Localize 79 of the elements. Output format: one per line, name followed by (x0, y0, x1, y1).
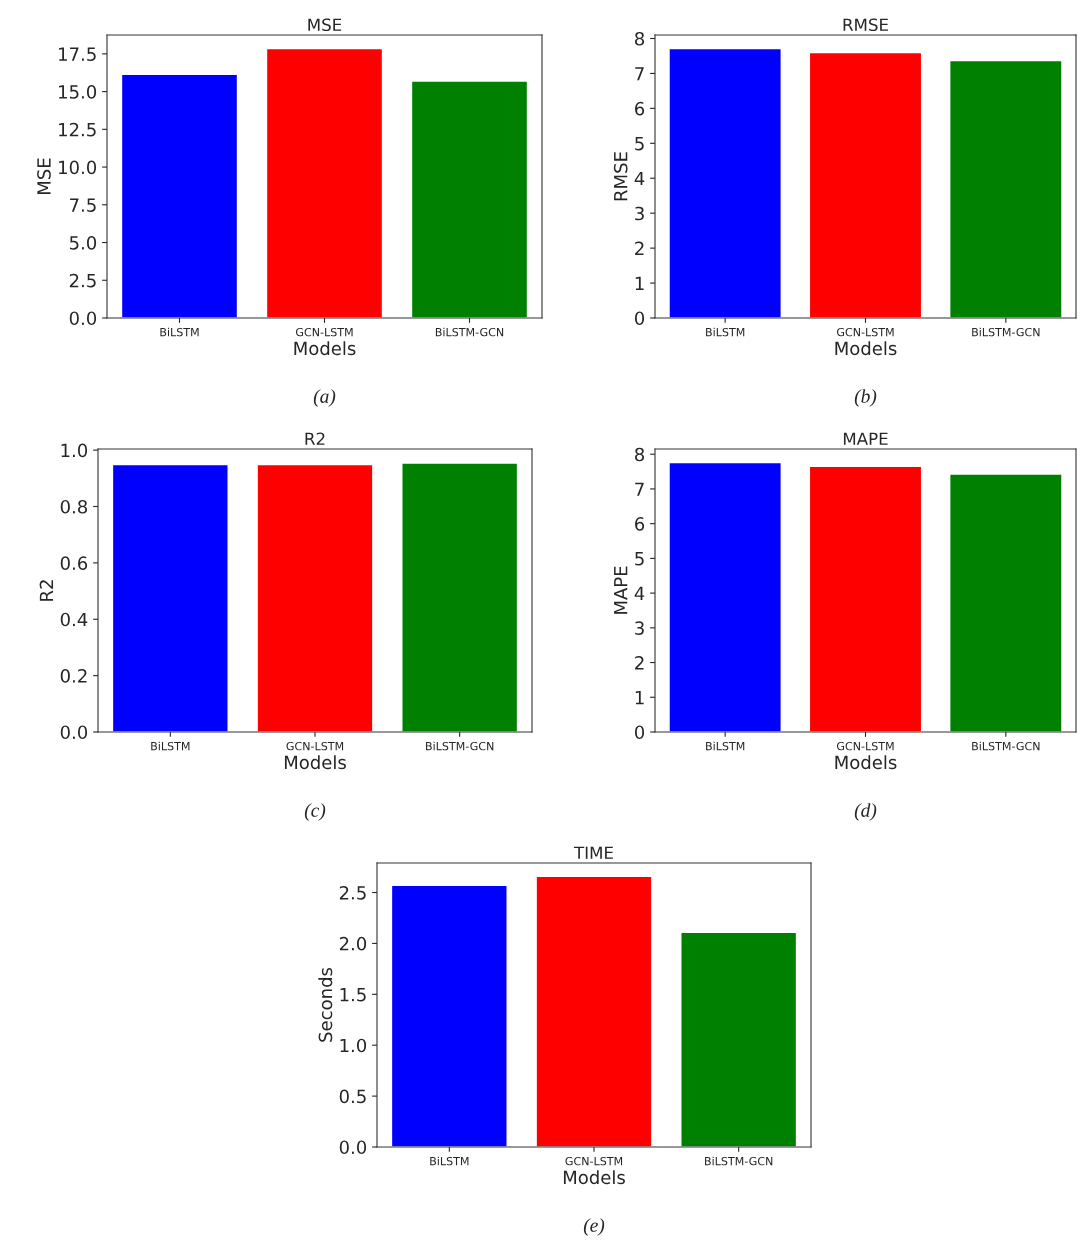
x-axis-title: Models (284, 755, 346, 770)
y-tick-label: 0.0 (60, 725, 88, 740)
y-tick-label: 5.0 (69, 235, 97, 250)
y-tick-label: 2 (635, 656, 644, 670)
y-tick-label: 2.5 (69, 273, 96, 288)
y-tick-label: 10.0 (59, 160, 97, 175)
y-tick-label: 0.0 (339, 1140, 367, 1155)
y-tick-label: 1.5 (340, 988, 366, 1002)
x-tick-label: BiLSTM-GCN (435, 327, 504, 337)
chart-title: MAPE (843, 432, 888, 445)
y-tick-label: 7 (635, 67, 644, 81)
x-axis-title: Models (294, 341, 356, 356)
y-tick-label: 7 (635, 482, 644, 496)
y-tick-label: 7.5 (70, 198, 96, 212)
y-tick-label: 3 (635, 206, 644, 221)
x-tick-label: BiLSTM (151, 741, 190, 751)
x-axis-title: Models (835, 341, 897, 356)
y-axis-title: MAPE (614, 566, 628, 614)
bar (668, 47, 782, 318)
x-tick-label: BiLSTM (430, 1156, 469, 1166)
y-tick-label: 8 (635, 31, 645, 46)
bar (535, 875, 653, 1147)
y-tick-label: 0 (634, 311, 645, 326)
y-tick-label: 2.5 (339, 885, 366, 900)
y-tick-label: 0.8 (60, 499, 88, 514)
x-axis-title: Models (563, 1170, 625, 1185)
chart-title: TIME (573, 846, 613, 859)
bar (808, 51, 923, 318)
bar (390, 884, 508, 1147)
x-tick-label: BiLSTM (160, 327, 199, 337)
y-tick-label: 8 (635, 447, 645, 462)
y-tick-label: 6 (635, 101, 645, 116)
y-axis-title: Seconds (318, 967, 333, 1042)
y-axis-title: MSE (37, 158, 51, 194)
text: (a) (313, 389, 336, 407)
y-tick-label: 12.5 (59, 122, 96, 137)
chart-title: MSE (308, 18, 342, 32)
y-tick-label: 0.4 (60, 612, 88, 627)
y-axis-title: R2 (39, 580, 54, 601)
x-tick-label: GCN-LSTM (565, 1156, 623, 1166)
y-tick-label: 0.0 (69, 311, 97, 326)
y-tick-label: 3 (635, 621, 644, 635)
x-tick-label: GCN-LSTM (836, 741, 894, 751)
y-tick-label: 0 (634, 725, 645, 740)
text: (d) (854, 803, 877, 821)
y-tick-label: 15.0 (59, 85, 97, 99)
x-tick-label: BiLSTM-GCN (972, 741, 1040, 751)
y-tick-label: 1 (635, 690, 644, 705)
y-tick-label: 1.0 (340, 1038, 367, 1053)
y-tick-label: 5 (635, 137, 644, 151)
x-tick-label: GCN-LSTM (286, 741, 344, 751)
x-tick-label: BiLSTM-GCN (972, 327, 1040, 337)
x-tick-label: GCN-LSTM (295, 327, 353, 337)
y-axis-title: RMSE (613, 152, 628, 201)
y-tick-label: 1 (635, 276, 644, 290)
text: (c) (304, 803, 326, 821)
x-tick-label: BiLSTM (706, 741, 745, 751)
x-tick-label: BiLSTM (706, 327, 745, 337)
bar (680, 931, 798, 1147)
bar (949, 59, 1063, 318)
y-tick-label: 6 (635, 517, 645, 531)
chart-title: RMSE (843, 18, 888, 32)
x-axis-title: Models (835, 755, 897, 770)
y-tick-label: 5 (635, 552, 644, 566)
y-tick-label: 4 (634, 171, 645, 186)
x-tick-label: GCN-LSTM (836, 327, 894, 337)
y-tick-label: 2 (635, 241, 644, 255)
y-tick-label: 0.2 (60, 669, 87, 683)
y-tick-label: 0.5 (339, 1089, 366, 1104)
y-tick-label: 17.5 (59, 47, 96, 61)
y-tick-label: 4 (634, 586, 645, 600)
text: (b) (854, 389, 877, 407)
y-tick-label: 1.0 (61, 443, 88, 458)
text: (e) (583, 1218, 605, 1236)
x-tick-label: BiLSTM-GCN (426, 741, 494, 751)
chart-title: R2 (305, 432, 325, 445)
x-tick-label: BiLSTM-GCN (705, 1156, 773, 1166)
y-tick-label: 0.6 (60, 556, 88, 570)
y-tick-label: 2.0 (339, 936, 367, 951)
